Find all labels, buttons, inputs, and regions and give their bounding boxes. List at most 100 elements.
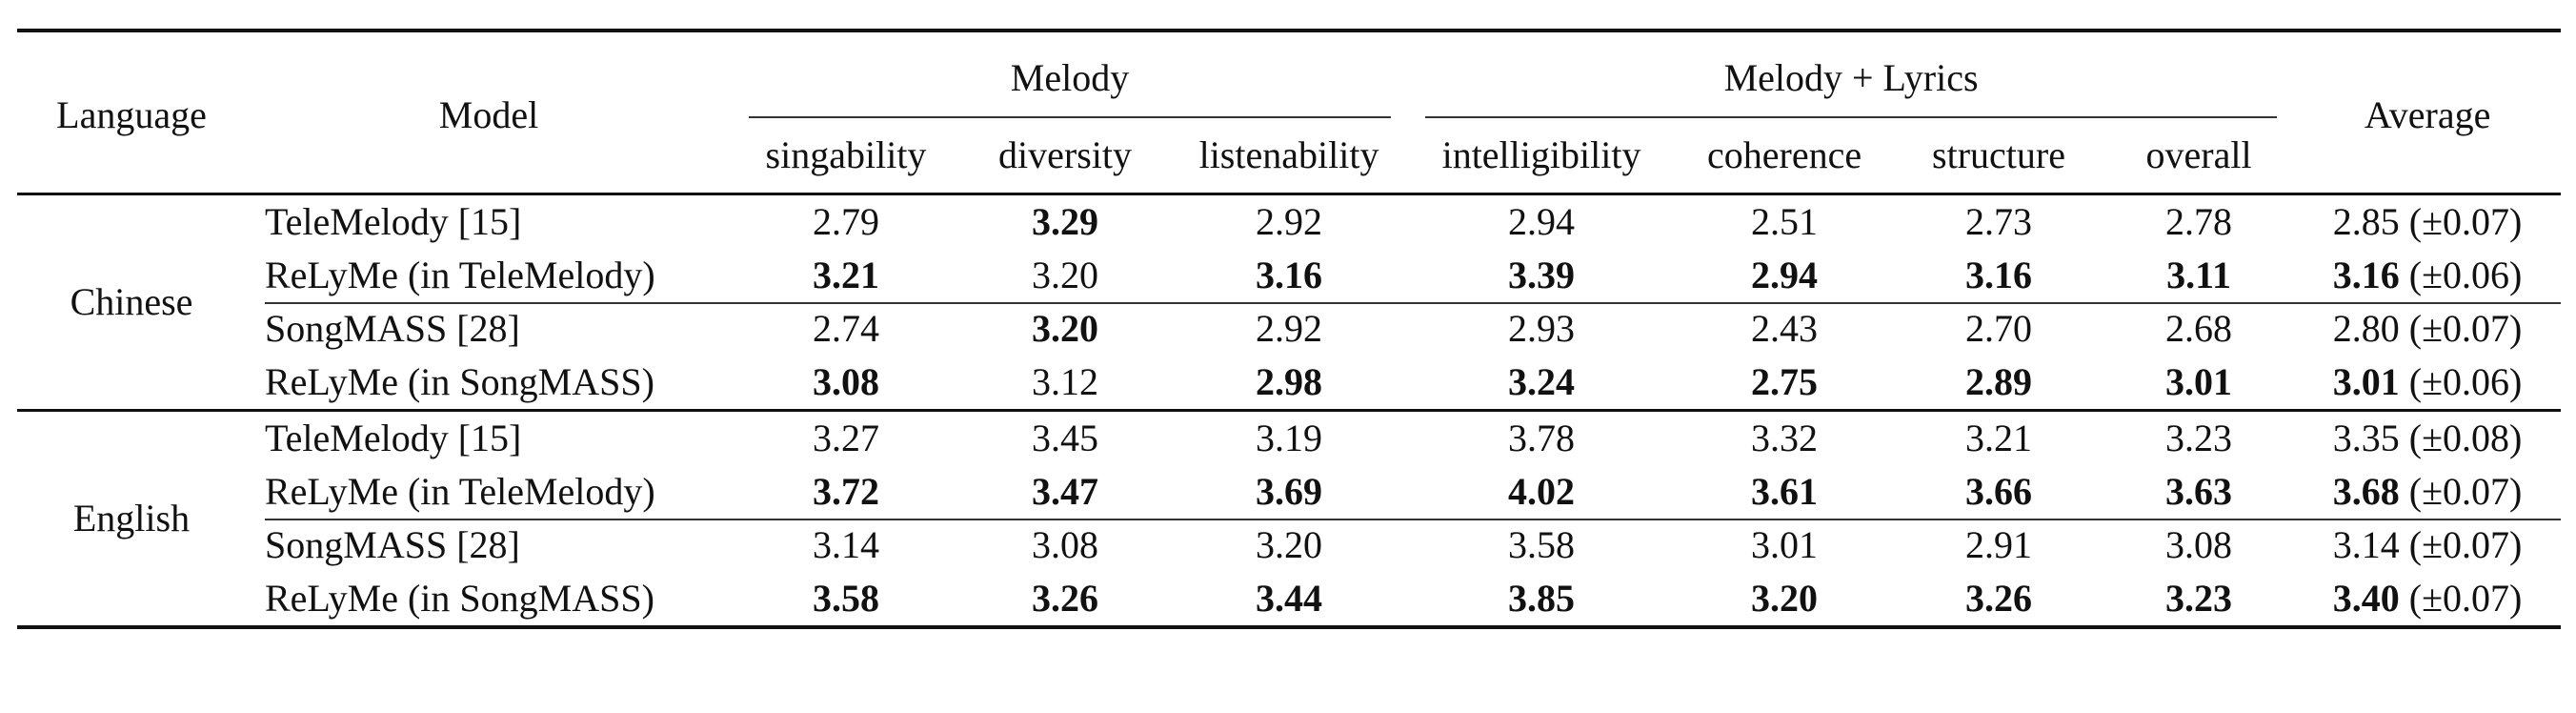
value-cell: 3.58 xyxy=(732,572,960,627)
value: 2.73 xyxy=(1965,200,2033,243)
best-value: 3.69 xyxy=(1256,470,1323,513)
average-cell: 3.16 (±0.06) xyxy=(2294,249,2561,302)
value: 3.14 xyxy=(813,523,879,566)
best-value: 3.23 xyxy=(2165,577,2233,620)
value: 2.94 xyxy=(1508,200,1576,243)
value-cell: 2.98 xyxy=(1170,356,1408,411)
value: 3.58 xyxy=(1508,523,1576,566)
best-value: 3.11 xyxy=(2166,254,2231,296)
value-cell: 2.94 xyxy=(1675,249,1894,302)
best-value: 3.08 xyxy=(813,360,879,403)
header-row-2: singability diversity listenability inte… xyxy=(17,118,2561,194)
header-metric: coherence xyxy=(1706,133,1862,176)
best-value: 3.47 xyxy=(1032,470,1098,513)
value-cell: 3.08 xyxy=(2103,519,2295,572)
value-cell: 3.16 xyxy=(1170,249,1408,302)
value: 3.01 xyxy=(1751,523,1819,566)
value: 2.51 xyxy=(1751,200,1819,243)
value: 3.45 xyxy=(1032,417,1098,459)
header-lyrics-group: Melody + Lyrics xyxy=(1408,31,2294,118)
value-cell: 2.94 xyxy=(1408,194,1675,250)
average-mean: 3.35 xyxy=(2332,417,2400,459)
model-cell: SongMASS [28] xyxy=(246,302,732,356)
results-table: Language Model Melody Melody + Lyrics Av… xyxy=(17,29,2562,629)
value-cell: 2.92 xyxy=(1170,302,1409,356)
value-cell: 3.01 xyxy=(1675,519,1895,572)
value-cell: 3.20 xyxy=(960,249,1170,302)
best-value: 3.16 xyxy=(1256,254,1323,296)
value-cell: 3.20 xyxy=(1675,572,1894,627)
value-cell: 3.69 xyxy=(1170,465,1408,519)
value-cell: 3.20 xyxy=(1170,519,1409,572)
value-cell: 3.47 xyxy=(960,465,1170,519)
table-row: ReLyMe (in TeleMelody) 3.72 3.47 3.69 4.02 3.… xyxy=(17,465,2561,519)
best-value: 3.39 xyxy=(1508,254,1576,296)
value: 3.08 xyxy=(2165,523,2233,566)
value-cell: 3.12 xyxy=(960,356,1170,411)
value: 3.12 xyxy=(1032,360,1098,403)
value-cell: 3.21 xyxy=(732,249,960,302)
best-value: 3.72 xyxy=(813,470,879,513)
value-cell: 3.39 xyxy=(1408,249,1675,302)
best-value: 3.21 xyxy=(813,254,879,296)
table-row: English TeleMelody [15] 3.27 3.45 3.19 3.78 3.… xyxy=(17,410,2562,540)
value-cell: 2.43 xyxy=(1675,302,1895,356)
value-cell: 3.72 xyxy=(732,465,960,519)
header-model: Model xyxy=(438,93,539,136)
average-sd: (±0.07) xyxy=(2408,577,2523,620)
average-sd: (±0.06) xyxy=(2408,360,2523,403)
best-value: 4.02 xyxy=(1508,470,1576,513)
average-sd: (±0.07) xyxy=(2408,470,2523,513)
value-cell: 3.01 xyxy=(2103,356,2294,411)
value-cell: 3.66 xyxy=(1894,465,2103,519)
header-metric: overall xyxy=(2145,133,2252,176)
value-cell: 3.26 xyxy=(1894,572,2103,627)
value-cell: 3.08 xyxy=(732,356,960,411)
value-cell: 3.32 xyxy=(1675,411,1894,466)
value: 2.43 xyxy=(1751,307,1819,350)
value-cell: 2.73 xyxy=(1894,194,2103,250)
average-sd: (±0.06) xyxy=(2408,254,2523,296)
header-language: Language xyxy=(56,93,207,136)
average-mean: 3.68 xyxy=(2332,470,2400,513)
header-metric: singability xyxy=(765,133,927,176)
average-cell: 3.14 (±0.07) xyxy=(2294,519,2562,572)
value-cell: 3.08 xyxy=(960,519,1170,572)
value-cell: 2.79 xyxy=(732,194,960,250)
value-cell: 3.14 xyxy=(732,519,960,572)
average-mean: 2.85 xyxy=(2332,200,2400,243)
best-value: 3.16 xyxy=(1965,254,2033,296)
value-cell: 3.61 xyxy=(1675,465,1894,519)
average-cell: 2.80 (±0.07) xyxy=(2294,302,2562,356)
value-cell: 3.19 xyxy=(1170,411,1408,466)
value: 3.78 xyxy=(1508,417,1576,459)
value: 2.92 xyxy=(1256,307,1323,350)
value-cell: 3.23 xyxy=(2103,572,2294,627)
value-cell: 2.74 xyxy=(732,302,960,356)
value: 3.23 xyxy=(2165,417,2233,459)
average-sd: (±0.07) xyxy=(2408,307,2523,350)
average-mean: 2.80 xyxy=(2332,307,2400,350)
language-cell: English xyxy=(72,497,191,540)
value-cell: 3.85 xyxy=(1408,572,1675,627)
model-cell: SongMASS [28] xyxy=(246,519,732,572)
model-cell: ReLyMe (in SongMASS) xyxy=(265,360,654,403)
table-row: SongMASS [28] 3.14 3.08 3.20 3.58 3.01 2.91 3.0… xyxy=(17,519,2562,572)
model-cell: ReLyMe (in TeleMelody) xyxy=(265,470,655,513)
best-value: 3.85 xyxy=(1508,577,1576,620)
best-value: 3.20 xyxy=(1032,307,1098,350)
best-value: 3.26 xyxy=(1032,577,1098,620)
table-row: Chinese TeleMelody [15] 2.79 3.29 2.92 2.94 2.… xyxy=(17,194,2562,323)
value: 2.92 xyxy=(1256,200,1323,243)
best-value: 3.29 xyxy=(1032,200,1098,243)
average-cell: 3.35 (±0.08) xyxy=(2294,411,2561,466)
results-table-container: Language Model Melody Melody + Lyrics Av… xyxy=(17,29,2562,629)
table-row: ReLyMe (in SongMASS) 3.08 3.12 2.98 3.24 2.75… xyxy=(17,356,2561,411)
header-metric: intelligibility xyxy=(1441,133,1641,176)
value: 2.78 xyxy=(2165,200,2233,243)
best-value: 3.61 xyxy=(1751,470,1819,513)
best-value: 2.89 xyxy=(1965,360,2033,403)
value-cell: 2.89 xyxy=(1894,356,2103,411)
value-cell: 3.11 xyxy=(2103,249,2294,302)
value: 3.27 xyxy=(813,417,879,459)
